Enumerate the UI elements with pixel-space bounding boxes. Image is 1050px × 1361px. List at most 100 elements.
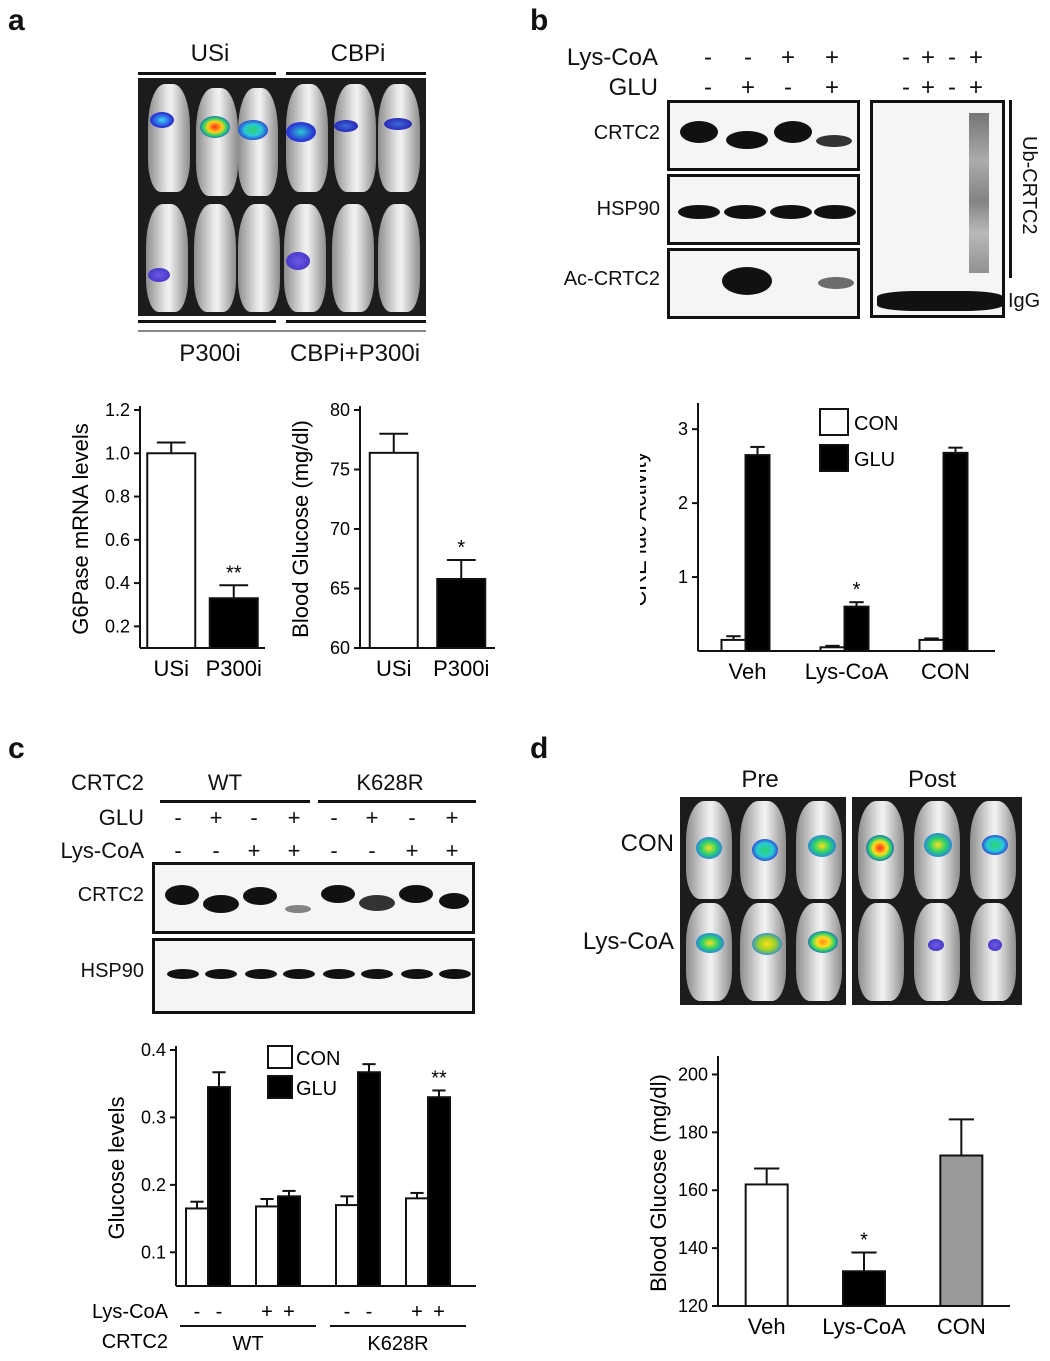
- x-group-label: K628R: [367, 1333, 428, 1355]
- sign: -: [744, 44, 752, 71]
- y-axis-label: CRE luc Activity: [640, 451, 651, 606]
- luminescence-signal: [924, 833, 952, 857]
- blot-band: [165, 885, 199, 905]
- chart-c-glucose-levels: 0.1 0.2 0.3 0.4 Glucose levels ** CON GLU Lys-Co…: [92, 1040, 476, 1355]
- x-row-label-crtc2: CRTC2: [102, 1331, 168, 1353]
- bar-con: [255, 1205, 279, 1287]
- sign: -: [902, 74, 910, 101]
- mouse-image: [196, 88, 238, 196]
- blot-label-hsp90: HSP90: [596, 198, 660, 220]
- mouse-image: [194, 204, 236, 312]
- blot-label-crtc2: CRTC2: [593, 122, 660, 144]
- sign: +: [968, 74, 983, 101]
- y-tick-label: 2: [678, 493, 688, 513]
- panel-label-a: a: [8, 4, 25, 37]
- blot-band: [401, 969, 433, 979]
- sign: -: [368, 838, 376, 863]
- blot-band: [722, 267, 772, 295]
- y-tick-label: 65: [330, 579, 350, 599]
- x-tick-label: CON: [937, 1314, 986, 1339]
- blot-band: [203, 895, 239, 913]
- sign: +: [968, 44, 983, 71]
- row-label-con: CON: [620, 830, 674, 857]
- mouse-image: [238, 88, 278, 196]
- sign: +: [740, 74, 755, 101]
- x-sign: -: [344, 1301, 351, 1323]
- luminescence-signal: [384, 118, 412, 130]
- legend-swatch-glu: [819, 444, 849, 472]
- chart-b-cre-luc: 1 2 3 CRE luc Activity Veh Lys-CoA CON * CON GLU: [640, 403, 995, 684]
- significance-marker: *: [860, 1229, 868, 1251]
- blot-band: [323, 969, 355, 979]
- luminescence-signal: [752, 933, 782, 955]
- panel-label-c: c: [8, 732, 25, 765]
- mouse-image: [858, 903, 904, 1001]
- y-tick-label: 80: [330, 400, 350, 420]
- blot-band: [359, 895, 395, 911]
- sign: -: [704, 74, 712, 101]
- sign: +: [209, 805, 223, 830]
- luminescence-signal: [200, 116, 230, 138]
- y-tick-label: 0.2: [141, 1175, 166, 1195]
- y-tick-label: 60: [330, 638, 350, 658]
- sign: -: [212, 838, 220, 863]
- blot-band: [399, 885, 433, 903]
- x-sign: -: [366, 1301, 373, 1323]
- y-tick-label: 0.1: [141, 1242, 166, 1262]
- blot-band: [439, 969, 471, 979]
- y-tick-label: 3: [678, 419, 688, 439]
- x-tick-label: Veh: [729, 659, 767, 684]
- sign: -: [704, 44, 712, 71]
- bar: [368, 451, 419, 650]
- x-tick-label: USi: [376, 656, 411, 681]
- y-tick-label: 0.8: [105, 487, 130, 507]
- group-line-k628r: [318, 800, 476, 803]
- mouse-image: [334, 84, 376, 192]
- blot-band: [361, 969, 393, 979]
- sign: +: [247, 838, 261, 863]
- sign: +: [780, 44, 795, 71]
- x-tick-label: CON: [921, 659, 970, 684]
- sign: -: [948, 44, 956, 71]
- significance-marker: **: [226, 562, 242, 584]
- ub-bracket-line: [1009, 100, 1012, 278]
- row-label-glu: GLU: [98, 805, 144, 830]
- legend-label-glu: GLU: [854, 449, 895, 471]
- group-line-p300i: [138, 320, 276, 323]
- x-tick-label: Lys-CoA: [822, 1314, 906, 1339]
- x-sign: +: [433, 1301, 445, 1323]
- ubiquitin-blot: [870, 100, 1005, 318]
- sign: +: [287, 838, 301, 863]
- blot-band: [167, 969, 199, 979]
- western-blot-crtc2-c: [152, 862, 475, 934]
- blot-band: [770, 205, 812, 219]
- x-row-label-lyscoa: Lys-CoA: [92, 1301, 169, 1323]
- luminescence-signal: [696, 837, 722, 859]
- sign: -: [174, 838, 182, 863]
- group-line-cbpi-p300i: [286, 320, 426, 323]
- sign: +: [365, 805, 379, 830]
- x-tick-label: Veh: [748, 1314, 786, 1339]
- legend-label-glu: GLU: [296, 1078, 337, 1100]
- bar-con: [335, 1204, 359, 1287]
- luminescence-signal: [334, 120, 358, 132]
- mouse-image: [914, 903, 960, 1001]
- bar-glu: [207, 1086, 231, 1288]
- chart-a-g6pase: 0.2 0.4 0.6 0.8 1.0 1.2 G6Pase mRNA levels USi P…: [68, 400, 265, 681]
- blot-band: [680, 121, 718, 143]
- blot-band: [726, 131, 768, 149]
- blot-smear: [969, 113, 989, 273]
- bar-glu: [357, 1071, 381, 1287]
- blot-label-ac-crtc2: Ac-CRTC2: [563, 268, 660, 290]
- group-line-usi: [138, 72, 276, 75]
- sign: +: [405, 838, 419, 863]
- sign: -: [174, 805, 182, 830]
- bar: [842, 1270, 886, 1307]
- group-line-cbpi: [286, 72, 426, 75]
- bar: [436, 577, 487, 649]
- y-tick-label: 1.0: [105, 443, 130, 463]
- y-tick-label: 140: [678, 1238, 708, 1258]
- x-tick-label: USi: [154, 656, 189, 681]
- luminescence-signal: [866, 835, 894, 861]
- significance-marker: *: [457, 537, 465, 559]
